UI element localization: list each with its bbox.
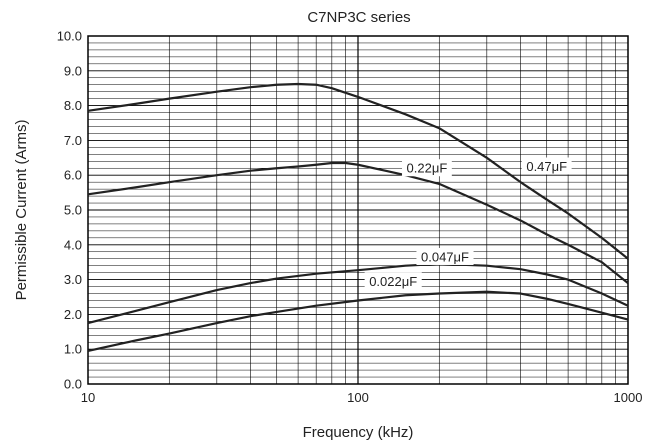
y-tick-label: 1.0 — [64, 342, 82, 357]
series-line — [87, 262, 629, 325]
series-line — [87, 290, 629, 353]
series-line — [87, 161, 629, 284]
x-tick-label: 100 — [347, 390, 369, 405]
x-tick-label: 10 — [81, 390, 95, 405]
y-tick-label: 6.0 — [64, 168, 82, 183]
y-tick-label: 5.0 — [64, 203, 82, 218]
series-label: 0.047μF — [421, 249, 469, 264]
y-axis-title: Permissible Current (Arms) — [13, 120, 30, 301]
series-label: 0.47μF — [526, 159, 567, 174]
y-tick-label: 10.0 — [57, 29, 82, 44]
y-tick-label: 0.0 — [64, 377, 82, 392]
plot-area-border — [87, 35, 629, 385]
series-label: 0.022μF — [369, 274, 417, 289]
y-tick-label: 7.0 — [64, 133, 82, 148]
series-label-background — [416, 247, 474, 265]
x-tick-label: 1000 — [614, 390, 643, 405]
series-label: 0.22μF — [407, 161, 448, 176]
chart-title: C7NP3C series — [307, 9, 410, 26]
series-labels: 0.47μF 0.22μF 0.047μF 0.022μF — [364, 157, 572, 290]
tick-labels: 0.0 1.0 2.0 3.0 4.0 5.0 6.0 7.0 8.0 9.0 10.0 10 100 1… — [57, 29, 643, 406]
series-lines — [87, 82, 629, 353]
series-label-background — [364, 272, 422, 290]
grid — [88, 36, 628, 384]
series-label-background — [521, 157, 572, 175]
series-label-background — [402, 159, 452, 177]
y-tick-label: 8.0 — [64, 98, 82, 113]
x-axis-title: Frequency (kHz) — [303, 424, 414, 441]
y-tick-label: 9.0 — [64, 63, 82, 78]
y-tick-label: 4.0 — [64, 237, 82, 252]
y-tick-label: 2.0 — [64, 307, 82, 322]
y-tick-label: 3.0 — [64, 272, 82, 287]
series-line — [87, 82, 629, 260]
